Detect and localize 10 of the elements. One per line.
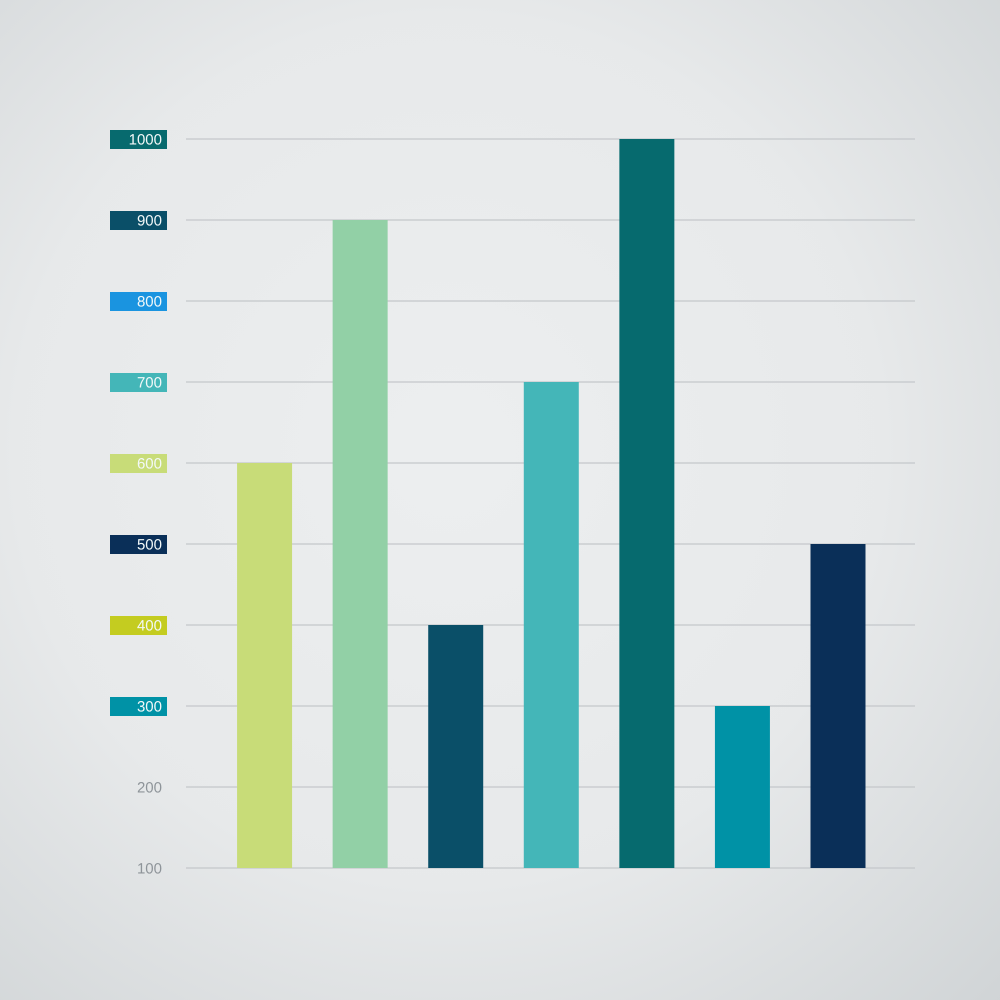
y-tick-label: 700 <box>136 374 162 392</box>
y-tick-label: 500 <box>136 536 162 554</box>
y-tick-label: 900 <box>136 212 162 230</box>
y-tick-label: 200 <box>136 779 162 796</box>
y-tick-label: 600 <box>136 455 162 472</box>
y-tick-label: 100 <box>136 860 162 878</box>
y-tick-label: 1000 <box>128 131 162 148</box>
y-tick-label: 300 <box>136 698 162 716</box>
y-tick-label: 800 <box>136 293 162 310</box>
y-tick-label: 400 <box>136 617 162 634</box>
